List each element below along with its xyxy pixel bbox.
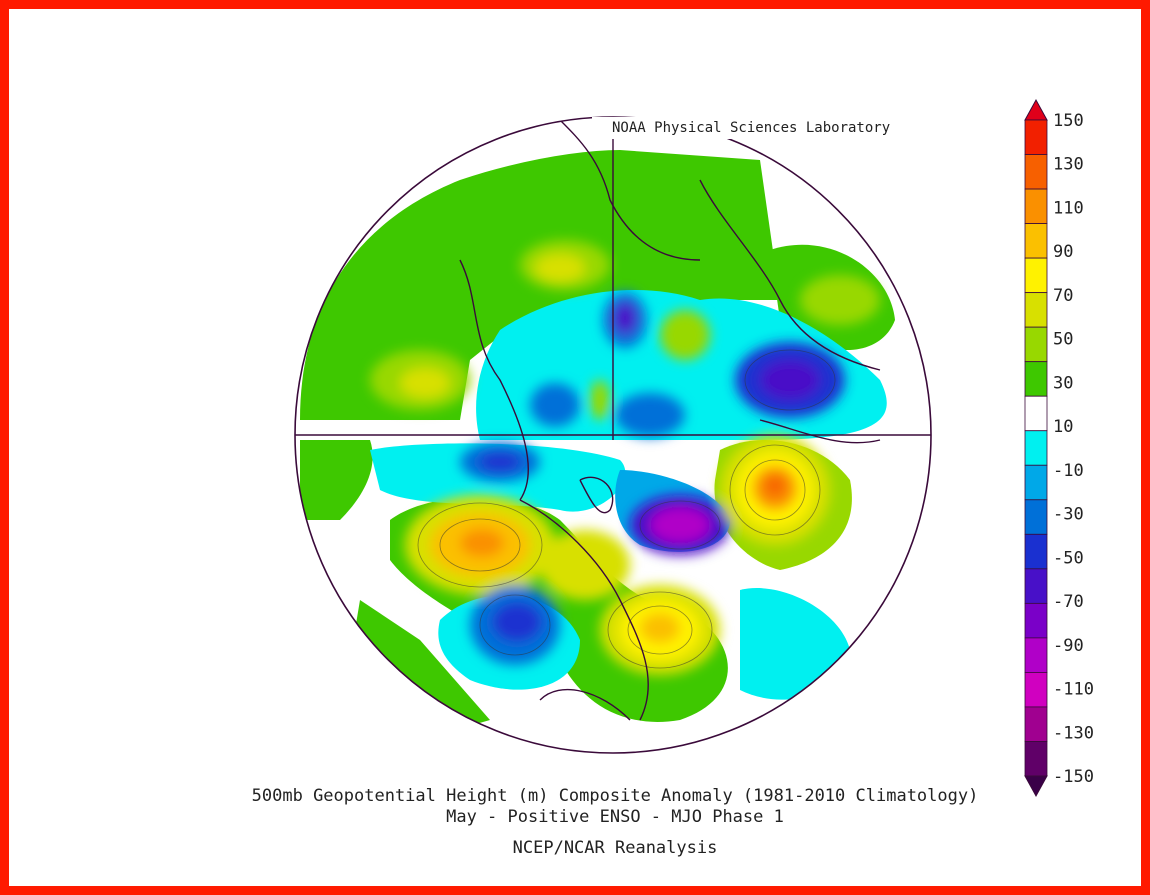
colorbar-min-arrow	[1024, 775, 1048, 798]
colorbar-swatch	[1024, 672, 1048, 708]
colorbar-label: -30	[1053, 505, 1084, 525]
colorbar-swatch	[1024, 499, 1048, 535]
colorbar-swatch	[1024, 464, 1048, 501]
colorbar-label: -130	[1053, 723, 1094, 743]
colorbar-label: 30	[1053, 373, 1073, 393]
colorbar-swatch	[1024, 637, 1048, 673]
colorbar-label: 70	[1053, 286, 1073, 306]
colorbar-swatch	[1024, 430, 1048, 466]
colorbar-swatch	[1024, 602, 1048, 639]
colorbar-swatch	[1024, 706, 1048, 742]
chart-subtitle: May - Positive ENSO - MJO Phase 1	[446, 807, 784, 827]
colorbar-swatch	[1024, 154, 1048, 190]
colorbar-swatch	[1024, 119, 1048, 155]
colorbar-label: 50	[1053, 330, 1073, 350]
colorbar-label: 90	[1053, 242, 1073, 262]
credit-label: NOAA Physical Sciences Laboratory	[592, 117, 937, 139]
colorbar-swatch	[1024, 257, 1048, 294]
positive-anomaly-pacific	[300, 440, 373, 520]
colorbar-label: 10	[1053, 417, 1073, 437]
colorbar-swatch	[1024, 292, 1048, 328]
colorbar-label: -90	[1053, 636, 1084, 656]
colorbar-label: 110	[1053, 198, 1084, 218]
anomaly-field	[295, 117, 931, 753]
colorbar-swatch	[1024, 361, 1048, 397]
colorbar-label: -150	[1053, 767, 1094, 787]
colorbar-swatch	[1024, 188, 1048, 224]
colorbar-swatch	[1024, 533, 1048, 570]
colorbar-label: 150	[1053, 111, 1084, 131]
colorbar-swatch	[1024, 741, 1048, 777]
negative-anomaly-atlantic	[740, 588, 850, 700]
colorbar-swatch	[1024, 395, 1048, 432]
positive-anomaly-southwest	[350, 600, 490, 740]
colorbar-label: -70	[1053, 592, 1084, 612]
colorbar-swatch	[1024, 223, 1048, 259]
colorbar-label: -50	[1053, 548, 1084, 568]
color-bar: 150 130 110 90 70 50 30 10 -10 -30 -50 -70 -90 -110 -1…	[1024, 98, 1094, 798]
data-source: NCEP/NCAR Reanalysis	[512, 838, 718, 858]
colorbar-swatch	[1024, 568, 1048, 604]
colorbar-label: -10	[1053, 461, 1084, 481]
chart-title: 500mb Geopotential Height (m) Composite …	[251, 786, 979, 806]
colorbar-max-arrow	[1024, 98, 1048, 121]
colorbar-label: 130	[1053, 155, 1084, 175]
colorbar-label: -110	[1053, 680, 1094, 700]
colorbar-swatch	[1024, 326, 1048, 363]
